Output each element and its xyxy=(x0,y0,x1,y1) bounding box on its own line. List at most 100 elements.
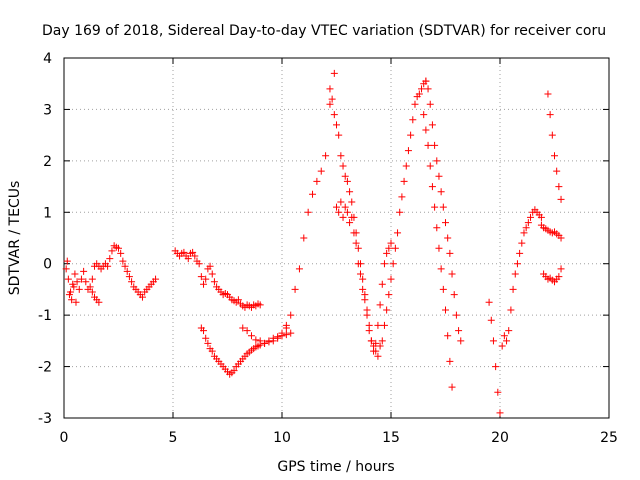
data-point xyxy=(513,260,521,268)
data-point xyxy=(374,321,382,329)
data-point xyxy=(367,337,375,345)
series-track-b xyxy=(63,257,80,306)
data-point xyxy=(555,183,563,191)
data-point xyxy=(485,298,493,306)
data-point xyxy=(352,239,360,247)
data-point xyxy=(424,141,432,149)
data-point xyxy=(343,208,351,216)
data-point xyxy=(208,270,216,278)
data-point xyxy=(62,265,70,273)
data-point xyxy=(509,285,517,293)
data-point xyxy=(487,316,495,324)
data-point xyxy=(204,339,212,347)
data-point xyxy=(415,90,423,98)
data-point xyxy=(537,213,545,221)
data-point xyxy=(378,280,386,288)
data-point xyxy=(442,219,449,227)
data-point xyxy=(77,275,85,283)
data-point xyxy=(507,306,515,314)
data-point xyxy=(516,249,524,257)
data-point xyxy=(313,177,321,185)
data-point xyxy=(431,141,439,149)
data-point xyxy=(361,296,369,304)
data-point xyxy=(555,273,563,281)
data-point xyxy=(269,337,277,345)
data-point xyxy=(446,357,454,365)
data-point xyxy=(247,332,255,340)
data-point xyxy=(234,296,242,304)
data-point xyxy=(326,85,334,93)
data-point xyxy=(409,116,417,124)
data-point xyxy=(370,342,378,350)
data-point xyxy=(551,152,558,160)
x-tick-label: 5 xyxy=(169,430,178,446)
data-point xyxy=(383,249,391,257)
data-point xyxy=(291,285,299,293)
data-point xyxy=(265,338,273,346)
data-point xyxy=(354,260,362,268)
data-point xyxy=(450,291,458,299)
data-point xyxy=(95,298,103,306)
data-point xyxy=(359,275,367,283)
data-point xyxy=(548,131,556,139)
data-point xyxy=(426,162,434,170)
data-point xyxy=(428,183,436,191)
data-point xyxy=(380,321,388,329)
series-track-m xyxy=(485,206,545,417)
data-point xyxy=(200,327,208,335)
data-point xyxy=(88,288,96,296)
series-track-h xyxy=(278,69,338,340)
data-point xyxy=(376,342,384,350)
data-point xyxy=(337,152,345,160)
data-point xyxy=(348,213,356,221)
data-point xyxy=(505,327,513,335)
data-point xyxy=(557,195,565,203)
series-track-p xyxy=(544,90,565,203)
data-point xyxy=(387,239,395,247)
series-track-k xyxy=(422,77,465,345)
data-point xyxy=(494,388,502,396)
data-point xyxy=(394,229,402,237)
data-point xyxy=(426,100,434,108)
data-point xyxy=(119,257,127,265)
data-point xyxy=(106,255,114,263)
series-track-n xyxy=(537,221,565,242)
y-tick-label: 1 xyxy=(43,205,52,221)
data-point xyxy=(256,301,264,309)
x-tick-label: 15 xyxy=(382,430,400,446)
data-point xyxy=(117,249,125,257)
x-tick-label: 20 xyxy=(491,430,509,446)
data-point xyxy=(206,262,214,270)
data-point xyxy=(457,337,465,345)
data-point xyxy=(72,298,80,306)
data-point xyxy=(197,273,205,281)
data-point xyxy=(300,234,308,242)
series-track-c xyxy=(88,242,160,301)
data-point xyxy=(372,347,380,355)
data-point xyxy=(202,334,210,342)
axis-ticks xyxy=(63,57,610,419)
data-point xyxy=(322,152,330,160)
data-point xyxy=(75,285,83,293)
data-point xyxy=(287,311,295,319)
data-point xyxy=(128,278,136,286)
data-point xyxy=(452,311,460,319)
series-track-a xyxy=(62,265,103,306)
series-track-l xyxy=(420,111,456,391)
y-tick-label: -3 xyxy=(38,411,52,427)
data-point xyxy=(200,280,208,288)
data-point xyxy=(256,337,264,345)
data-point xyxy=(437,188,445,196)
data-point xyxy=(424,85,432,93)
data-point xyxy=(354,244,362,252)
data-point xyxy=(202,275,210,283)
data-point xyxy=(522,224,530,232)
data-point xyxy=(553,167,561,175)
data-point xyxy=(195,260,203,268)
y-tick-label: -2 xyxy=(38,360,52,376)
data-point xyxy=(337,198,345,206)
data-point xyxy=(341,172,349,180)
x-tick-label: 0 xyxy=(60,430,69,446)
data-point xyxy=(385,291,393,299)
data-point xyxy=(343,177,351,185)
